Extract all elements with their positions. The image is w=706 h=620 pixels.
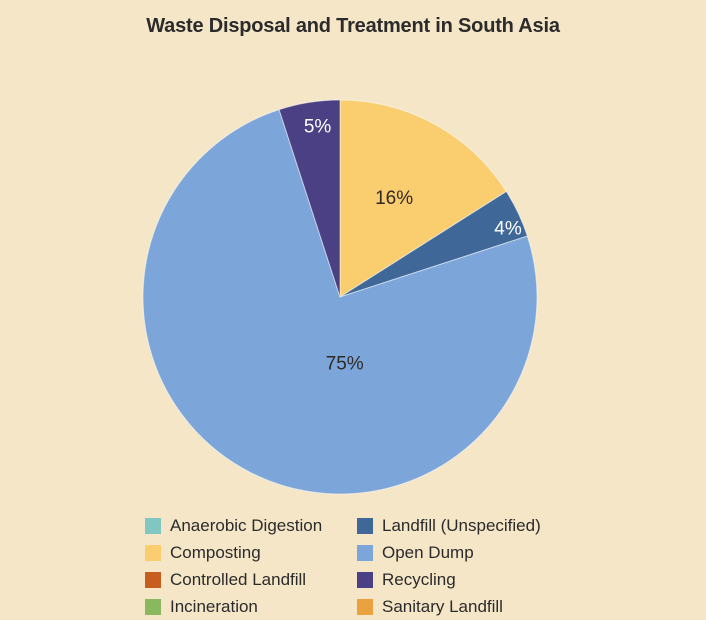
legend-label: Sanitary Landfill xyxy=(382,596,503,616)
legend-label: Composting xyxy=(170,542,261,562)
legend-swatch-incineration xyxy=(145,598,161,615)
legend-swatch-anaerobic-digestion xyxy=(145,517,161,534)
legend-item-composting: Composting xyxy=(145,539,357,566)
pie-slice-composting xyxy=(339,99,507,298)
legend-swatch-open-dump xyxy=(357,544,373,561)
legend-item-anaerobic-digestion: Anaerobic Digestion xyxy=(145,512,357,539)
legend-swatch-recycling xyxy=(357,571,373,588)
legend-label: Recycling xyxy=(382,569,456,589)
pie-slice-label-landfill-unspecified: 4% xyxy=(494,219,522,240)
legend-item-controlled-landfill: Controlled Landfill xyxy=(145,566,357,593)
pie-slice-recycling xyxy=(278,99,341,298)
legend-item-recycling: Recycling xyxy=(357,566,541,593)
pie-chart: 16% 4% 75% 5% xyxy=(142,99,538,495)
pie-slice-label-composting: 16% xyxy=(375,188,413,209)
legend-swatch-landfill-unspecified xyxy=(357,517,373,534)
legend-swatch-sanitary-landfill xyxy=(357,598,373,615)
legend-item-incineration: Incineration xyxy=(145,593,357,620)
legend-item-sanitary-landfill: Sanitary Landfill xyxy=(357,593,541,620)
legend-item-open-dump: Open Dump xyxy=(357,539,541,566)
legend-swatch-composting xyxy=(145,544,161,561)
chart-legend: Anaerobic Digestion Composting Controlled … xyxy=(145,512,541,620)
legend-label: Open Dump xyxy=(382,542,474,562)
legend-label: Controlled Landfill xyxy=(170,569,307,589)
legend-item-landfill-unspecified: Landfill (Unspecified) xyxy=(357,512,541,539)
pie-slice-label-recycling: 5% xyxy=(304,117,332,138)
legend-label: Incineration xyxy=(170,596,258,616)
pie-slice-open-dump xyxy=(142,109,538,495)
legend-label: Landfill (Unspecified) xyxy=(382,515,541,535)
pie-chart-area: 16% 4% 75% 5% xyxy=(142,99,538,495)
chart-title: Waste Disposal and Treatment in South As… xyxy=(146,15,560,37)
legend-swatch-controlled-landfill xyxy=(145,571,161,588)
legend-label: Anaerobic Digestion xyxy=(170,515,323,535)
pie-slice-label-open-dump: 75% xyxy=(326,353,364,374)
